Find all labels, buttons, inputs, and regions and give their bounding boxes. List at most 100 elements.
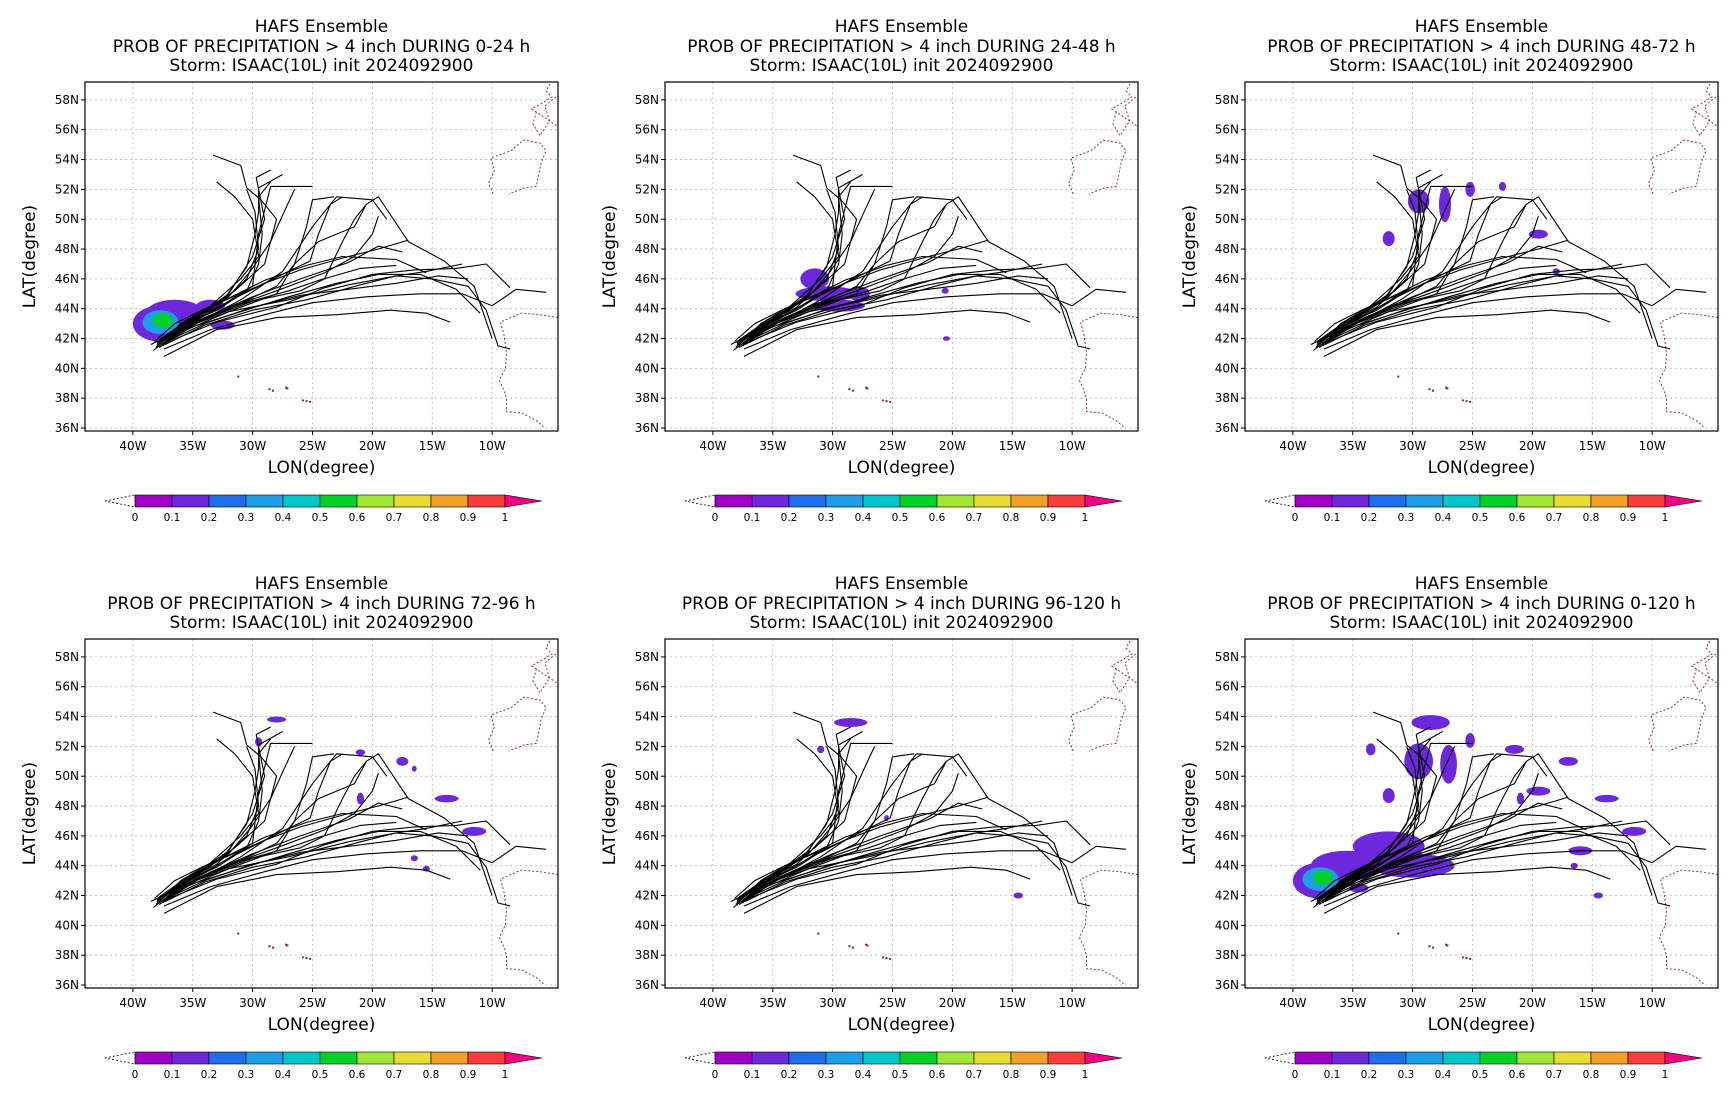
- colorbar-over-arrow: [1664, 494, 1703, 508]
- prob-blob: [1526, 786, 1551, 796]
- colorbar-label: 0: [1292, 512, 1299, 524]
- ensemble-track: [163, 309, 451, 357]
- island: [866, 387, 869, 390]
- y-axis-label: LAT(degree): [1180, 762, 1200, 865]
- ensemble-track: [163, 288, 547, 350]
- coastline: [498, 869, 558, 986]
- x-tick-label: 20W: [359, 996, 386, 1010]
- x-tick-label: 30W: [239, 996, 266, 1010]
- colorbar-label: 0.6: [1509, 512, 1526, 524]
- coastline: [1647, 696, 1707, 752]
- colorbar-segment: [862, 1051, 901, 1065]
- ensemble-track: [743, 866, 1031, 914]
- plot-area: [1245, 639, 1718, 988]
- colorbar-segment: [936, 494, 975, 508]
- colorbar-segment: [1368, 1051, 1407, 1065]
- colorbar-segment: [1553, 1051, 1592, 1065]
- colorbar-segment: [751, 1051, 790, 1065]
- colorbar-segment: [1368, 494, 1407, 508]
- colorbar-segment: [356, 1051, 395, 1065]
- x-tick-label: 10W: [1059, 996, 1086, 1010]
- ensemble-track: [162, 273, 481, 344]
- colorbar-segment: [1331, 1051, 1370, 1065]
- y-tick-label: 48N: [55, 242, 79, 256]
- island: [301, 399, 305, 402]
- prob-blob: [942, 336, 950, 341]
- y-tick-label: 50N: [635, 769, 659, 783]
- prob-blob: [1465, 732, 1475, 748]
- colorbar-label: 0.5: [312, 1069, 329, 1081]
- ensemble-track: [1328, 263, 1671, 343]
- coastline: [1647, 139, 1707, 195]
- ensemble-track: [1310, 196, 1653, 345]
- colorbar-label: 0.6: [929, 1069, 946, 1081]
- coastline: [487, 696, 547, 752]
- plot-area: [1245, 82, 1718, 431]
- prob-blob: [800, 268, 830, 290]
- colorbar-label: 0.7: [1546, 1069, 1563, 1081]
- ensemble-track: [158, 181, 260, 345]
- island: [1431, 389, 1435, 392]
- colorbar-segment: [319, 494, 358, 508]
- colorbar-label: 0.3: [1398, 1069, 1415, 1081]
- ensemble-track: [743, 309, 1031, 357]
- colorbar-label: 0.9: [1620, 1069, 1637, 1081]
- y-tick-label: 40N: [635, 918, 659, 932]
- prob-blob: [1516, 792, 1525, 805]
- coastline: [1110, 82, 1138, 128]
- x-axis-label: LON(degree): [268, 458, 376, 478]
- x-tick-label: 20W: [1519, 439, 1546, 453]
- island: [1461, 399, 1465, 402]
- island: [866, 944, 869, 947]
- panel-storm-label: Storm: ISAAC(10L) init 2024092900: [750, 56, 1054, 76]
- y-tick-label: 44N: [635, 859, 659, 873]
- y-tick-label: 52N: [55, 182, 79, 196]
- ensemble-track: [754, 275, 1091, 350]
- ensemble-track: [748, 263, 1091, 343]
- plot-frame: [664, 81, 1139, 432]
- prob-blob: [833, 718, 868, 727]
- y-tick-label: 36N: [55, 978, 79, 992]
- colorbar-label: 0.2: [201, 1069, 218, 1081]
- colorbar-label: 0.8: [1583, 1069, 1600, 1081]
- ensemble-track: [168, 263, 511, 343]
- island: [305, 956, 308, 960]
- colorbar-over-arrow: [1664, 1051, 1703, 1065]
- coastline: [530, 639, 558, 685]
- panel-subtitle: PROB OF PRECIPITATION > 4 inch DURING 0-…: [113, 37, 531, 57]
- y-tick-label: 56N: [635, 123, 659, 137]
- y-tick-label: 42N: [1215, 332, 1239, 346]
- island: [1446, 387, 1449, 390]
- y-tick-label: 48N: [55, 799, 79, 813]
- y-tick-label: 48N: [635, 799, 659, 813]
- colorbar-label: 1: [1662, 512, 1669, 524]
- island: [286, 944, 289, 947]
- colorbar-segment: [1294, 494, 1333, 508]
- y-tick-label: 36N: [635, 421, 659, 435]
- ensemble-track: [168, 820, 511, 900]
- colorbar-label: 0.7: [386, 512, 403, 524]
- colorbar-label: 0.4: [1435, 512, 1452, 524]
- colorbar-over-arrow: [504, 1051, 543, 1065]
- x-tick-label: 15W: [999, 996, 1026, 1010]
- colorbar-label: 0.6: [1509, 1069, 1526, 1081]
- ensemble-track: [158, 812, 427, 898]
- colorbar-segment: [393, 1051, 432, 1065]
- colorbar-label: 1: [1082, 1069, 1089, 1081]
- prob-blob: [1465, 181, 1475, 197]
- colorbar-label: 0: [712, 1069, 719, 1081]
- colorbar-label: 0.1: [744, 512, 761, 524]
- colorbar-label: 0.4: [275, 1069, 292, 1081]
- colorbar-label: 1: [502, 512, 509, 524]
- colorbar-segment: [1627, 494, 1666, 508]
- y-tick-label: 44N: [55, 859, 79, 873]
- island: [881, 956, 885, 959]
- ensemble-track: [1318, 738, 1420, 902]
- y-axis-label: LAT(degree): [1180, 205, 1200, 308]
- y-tick-label: 52N: [635, 182, 659, 196]
- colorbar-segment: [430, 1051, 469, 1065]
- ensemble-track: [743, 845, 1127, 907]
- colorbar-segment: [1590, 1051, 1629, 1065]
- prob-blob: [1438, 186, 1451, 223]
